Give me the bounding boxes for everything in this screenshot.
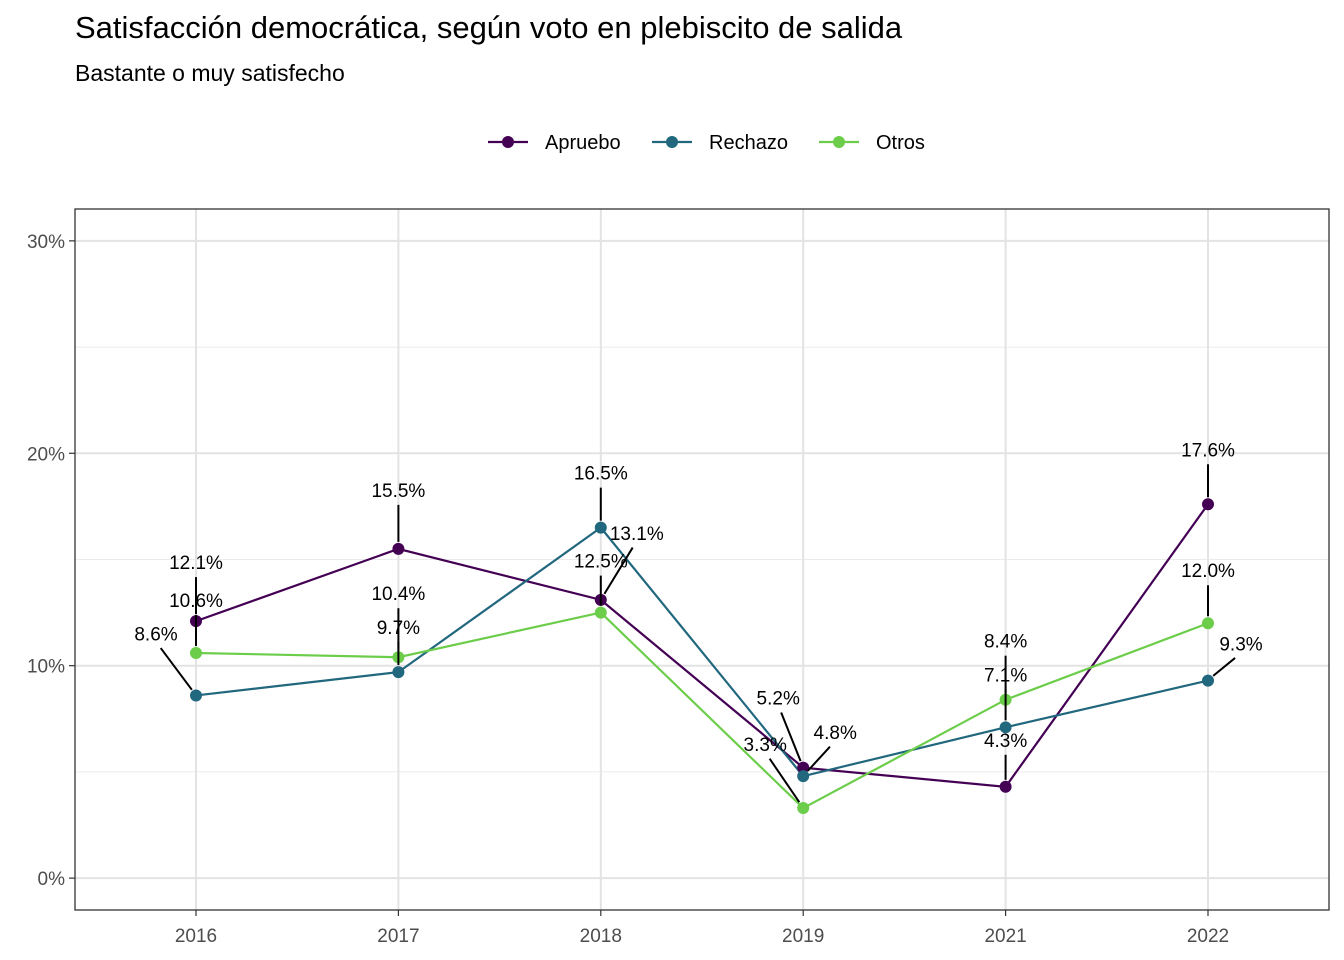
data-label: 13.1% [610, 524, 664, 545]
x-tick-label: 2021 [984, 926, 1026, 947]
label-segment [780, 712, 802, 762]
series-line-otros [195, 611, 1209, 810]
legend-label: Otros [876, 132, 925, 154]
legend-marker [666, 136, 678, 148]
data-label: 10.6% [169, 591, 223, 612]
data-label: 8.6% [134, 624, 177, 645]
data-label: 10.4% [371, 584, 425, 605]
data-label: 4.3% [984, 731, 1027, 752]
data-label: 3.3% [744, 735, 787, 756]
x-tick-label: 2018 [580, 926, 622, 947]
data-label: 16.5% [574, 464, 628, 485]
data-label: 9.3% [1219, 635, 1262, 656]
label-segment [768, 758, 801, 803]
x-tick-label: 2019 [782, 926, 824, 947]
label-segment [603, 547, 634, 595]
data-label: 12.1% [169, 553, 223, 574]
data-point-apruebo [797, 761, 810, 774]
x-tick-label: 2016 [175, 926, 217, 947]
data-label: 5.2% [757, 689, 800, 710]
legend-item-rechazo: Rechazo [652, 132, 788, 154]
y-tick-label: 0% [38, 869, 66, 890]
label-segment [807, 746, 831, 772]
chart-subtitle: Bastante o muy satisfecho [75, 60, 345, 86]
data-point-otros [594, 606, 607, 619]
data-point-apruebo [392, 542, 405, 555]
legend-marker [502, 136, 514, 148]
series-line-rechazo [195, 526, 1209, 778]
legend-item-apruebo: Apruebo [488, 132, 621, 154]
data-label: 12.0% [1181, 561, 1235, 582]
data-point-rechazo [392, 666, 405, 679]
x-tick-label: 2022 [1187, 926, 1229, 947]
x-tick-label: 2017 [377, 926, 419, 947]
data-point-otros [797, 802, 810, 815]
label-segment [159, 647, 193, 691]
data-label: 12.5% [574, 552, 628, 573]
data-point-rechazo [797, 770, 810, 783]
data-point-rechazo [999, 721, 1012, 734]
data-point-rechazo [1202, 674, 1214, 687]
y-tick-label: 30% [27, 232, 65, 253]
panel-border [74, 208, 1330, 911]
legend-label: Apruebo [545, 132, 621, 154]
data-point-apruebo [1202, 498, 1214, 511]
legend-marker [833, 136, 845, 148]
data-label: 15.5% [371, 481, 425, 502]
y-tick-label: 10% [27, 657, 65, 678]
series-line-apruebo [195, 503, 1209, 788]
data-label: 8.4% [984, 632, 1027, 653]
legend-label: Rechazo [709, 132, 788, 154]
label-segment [1212, 657, 1236, 677]
data-point-otros [1202, 617, 1214, 630]
legend-item-otros: Otros [819, 132, 925, 154]
y-tick-label: 20% [27, 444, 65, 465]
data-point-rechazo [594, 521, 607, 534]
data-point-rechazo [190, 689, 202, 702]
chart-title: Satisfacción democrática, según voto en … [75, 10, 903, 45]
data-point-apruebo [999, 780, 1012, 793]
data-label: 4.8% [814, 723, 857, 744]
data-point-otros [190, 646, 202, 659]
data-label: 17.6% [1181, 440, 1235, 461]
